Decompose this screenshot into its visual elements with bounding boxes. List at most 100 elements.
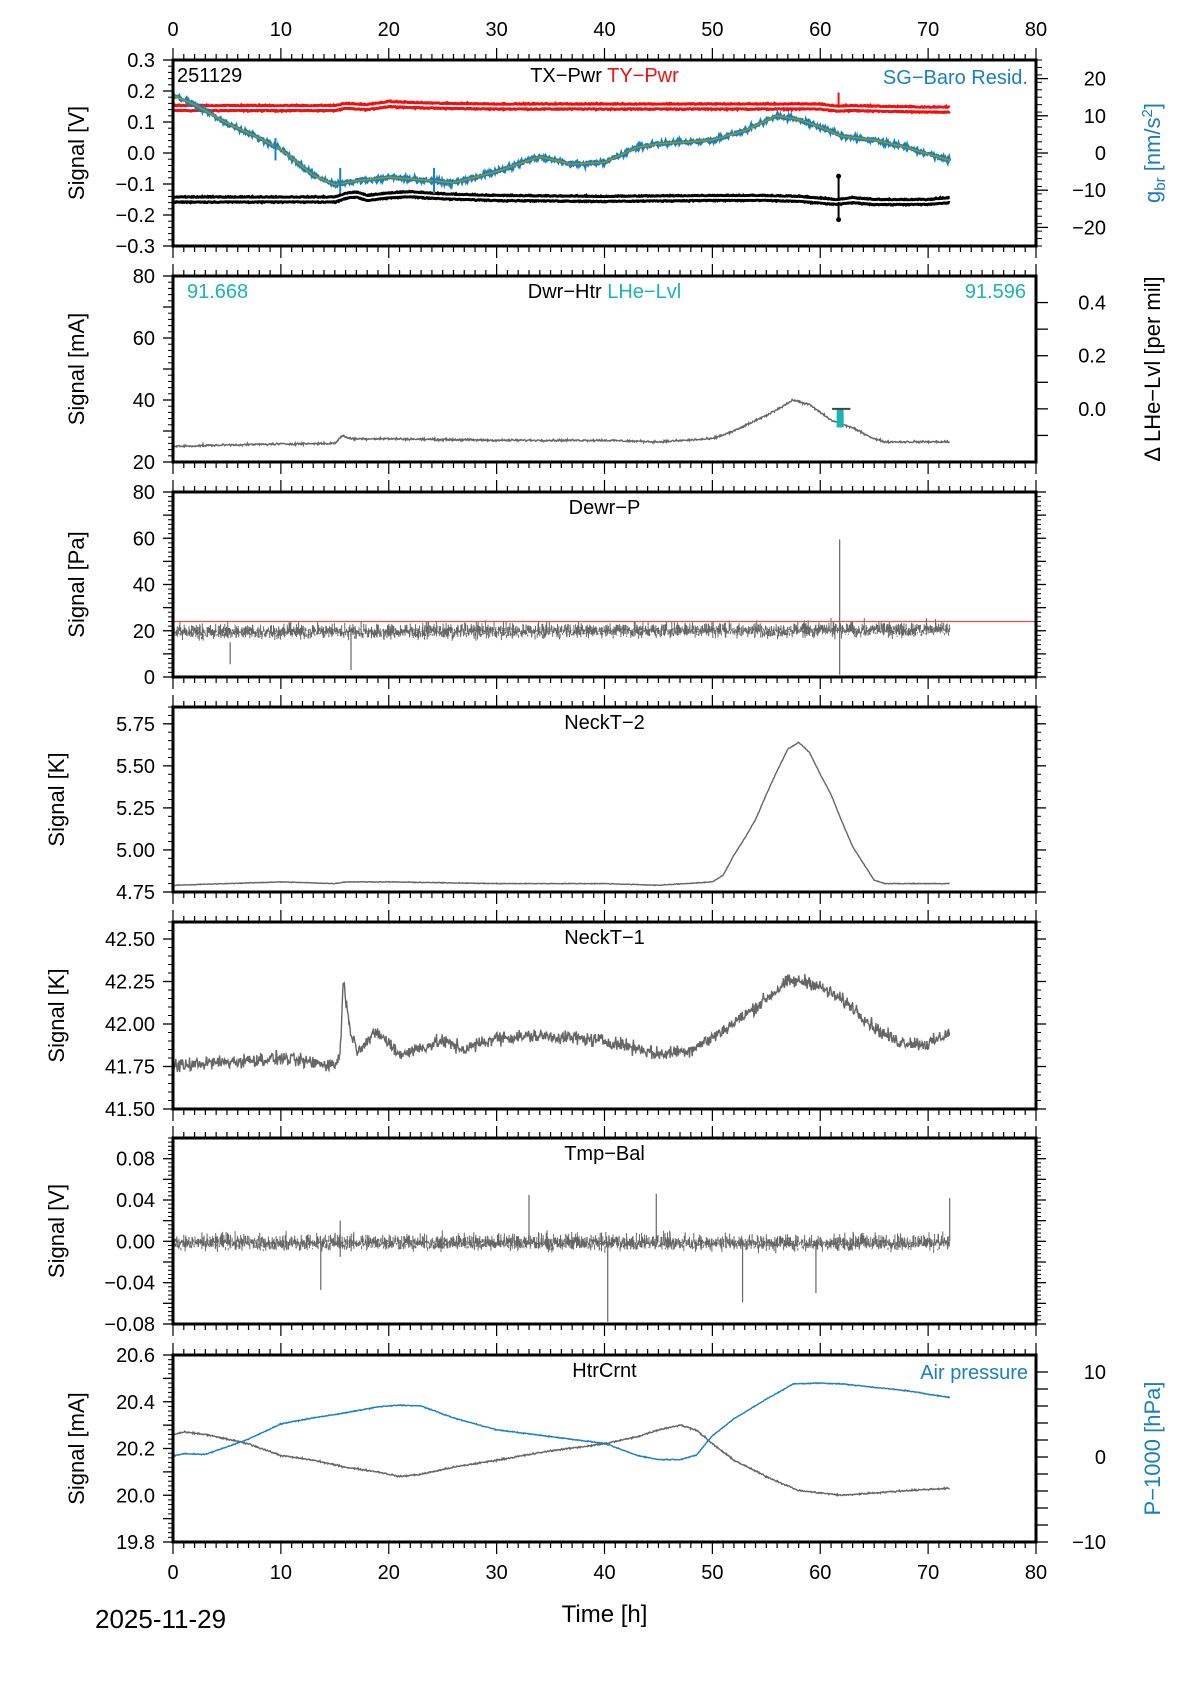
bottom-x-tick-label: 30	[486, 1562, 508, 1584]
top-x-tick-label: 80	[1025, 19, 1047, 41]
panel-title-part: HtrCrnt	[572, 1360, 637, 1382]
y-tick-label-right: 0.0	[1078, 399, 1106, 421]
panel-title-part: TY−Pwr	[602, 65, 679, 87]
plot-area	[173, 398, 950, 449]
y-tick-label: 19.8	[116, 1532, 155, 1554]
series-lhe-lvl-bar	[836, 408, 844, 428]
y-tick-label: 80	[133, 482, 155, 504]
left-value: 91.668	[187, 281, 248, 303]
panel-title: NeckT−2	[564, 712, 645, 734]
series-dewr-p	[173, 617, 951, 641]
series-ty-pwr-trace	[173, 99, 951, 110]
panel-p5: 41.50 41.75 42.00 42.25 42.50 NeckT−1 Signal […	[44, 910, 1046, 1121]
panel-title-part: TX−Pwr	[530, 65, 602, 87]
bottom-x-tick-label: 50	[701, 1562, 723, 1584]
y-axis-label: Signal [Pa]	[64, 531, 89, 637]
top-x-tick-label: 0	[167, 19, 178, 41]
right-axis-label: gbr [nm/s2]	[1139, 103, 1169, 203]
panel-title-part: LHe−Lvl	[602, 281, 682, 303]
y-tick-label: 42.00	[105, 1014, 155, 1036]
series-sg-baro-resid-smoothed-	[173, 94, 950, 186]
panel-title-part: NeckT−2	[564, 712, 645, 734]
y-tick-label: 20.0	[116, 1485, 155, 1507]
right-axis-label: P−1000 [hPa]	[1140, 1382, 1165, 1516]
panel-title: NeckT−1	[564, 927, 645, 949]
y-tick-label: 20.2	[116, 1439, 155, 1461]
y-axis-label: Signal [mA]	[64, 1392, 89, 1505]
y-tick-label-right: 0.2	[1078, 346, 1106, 368]
date-label: 2025-11-29	[95, 1604, 226, 1634]
top-x-tick-label: 50	[701, 19, 723, 41]
y-tick-label: 5.25	[116, 798, 155, 820]
panel-frame	[171, 274, 1038, 464]
series-ty-pwr-trace	[173, 104, 951, 115]
y-tick-label: −0.2	[116, 205, 155, 227]
y-tick-label: 41.75	[105, 1057, 155, 1079]
y-tick-label: 60	[133, 328, 155, 350]
y-axis-label: Signal [V]	[64, 106, 89, 200]
y-axis-label: Signal [K]	[44, 968, 69, 1062]
y-tick-label: 20	[133, 621, 155, 643]
top-x-tick-label: 10	[270, 19, 292, 41]
plot-area	[173, 539, 1036, 675]
panel-frame	[171, 705, 1038, 894]
y-tick-label: −0.08	[104, 1314, 155, 1336]
y-tick-label: −0.1	[116, 174, 155, 196]
top-x-tick-label: 70	[917, 19, 939, 41]
y-tick-label: 5.75	[116, 714, 155, 736]
series-tmp-bal	[173, 1230, 951, 1254]
y-tick-label-right: 0	[1095, 1447, 1106, 1469]
y-tick-label: −0.3	[116, 236, 155, 258]
panel-p4: 4.75 5.00 5.25 5.50 5.75 NeckT−2 Signal [K]	[44, 695, 1046, 904]
y-axis-label: Signal [K]	[44, 752, 69, 846]
top-x-tick-label: 30	[486, 19, 508, 41]
y-tick-label: 60	[133, 528, 155, 550]
y-tick-label-right: 0	[1095, 143, 1106, 165]
series-tx-pwr-trace	[173, 189, 950, 202]
spike-dot	[836, 173, 842, 179]
panel-p7: 19.8 20.0 20.2 20.4 20.6 −10 0 10 HtrCrnt Air pre…	[64, 1343, 1165, 1554]
y-tick-label-right: 20	[1084, 69, 1106, 91]
y-tick-label-right: 10	[1084, 1362, 1106, 1384]
y-tick-label: 0.04	[116, 1190, 155, 1212]
y-tick-label: 80	[133, 266, 155, 288]
y-tick-label: 5.00	[116, 840, 155, 862]
station-label: 251129	[177, 65, 242, 87]
panel-title: Dewr−P	[569, 497, 641, 519]
spike-dot	[836, 217, 842, 223]
bottom-x-tick-label: 0	[167, 1562, 178, 1584]
panel-p3: 0 20 40 60 80 Dewr−P Signal [Pa]	[64, 480, 1046, 689]
series-ty-pwr-gap	[173, 103, 950, 111]
bottom-x-tick-label: 40	[593, 1562, 615, 1584]
panel-frame	[171, 1353, 1038, 1544]
bottom-x-tick-label: 60	[809, 1562, 831, 1584]
right-title: SG−Baro Resid.	[883, 67, 1028, 89]
y-tick-label: 0.2	[127, 81, 155, 103]
y-tick-label: 0.3	[127, 50, 155, 72]
y-tick-label: −0.04	[104, 1273, 155, 1295]
series-neckt-1	[173, 974, 951, 1073]
bottom-x-tick-label: 80	[1025, 1562, 1047, 1584]
panel-title: Tmp−Bal	[564, 1143, 645, 1165]
bottom-x-tick-label: 20	[378, 1562, 400, 1584]
y-tick-label: 0.0	[127, 143, 155, 165]
top-x-tick-label: 40	[593, 19, 615, 41]
y-tick-label: 42.25	[105, 972, 155, 994]
y-tick-label: 20	[133, 452, 155, 474]
y-tick-label: 0.08	[116, 1149, 155, 1171]
y-tick-label: 40	[133, 390, 155, 412]
plot-area	[173, 1193, 951, 1322]
panel-title-part: Dewr−P	[569, 497, 641, 519]
y-tick-label: 5.50	[116, 756, 155, 778]
top-x-tick-label: 60	[809, 19, 831, 41]
right-axis-label: Δ LHe−Lvl [per mil]	[1140, 276, 1165, 461]
plot-area	[173, 90, 952, 223]
y-axis-label: Signal [mA]	[64, 313, 89, 426]
panel-title: Dwr−Htr LHe−Lvl	[528, 281, 681, 303]
y-tick-label: 4.75	[116, 882, 155, 904]
y-tick-label: 20.4	[116, 1392, 155, 1414]
panel-frame	[171, 920, 1038, 1111]
y-tick-label: 42.50	[105, 929, 155, 951]
y-tick-label-right: −10	[1072, 1532, 1106, 1554]
